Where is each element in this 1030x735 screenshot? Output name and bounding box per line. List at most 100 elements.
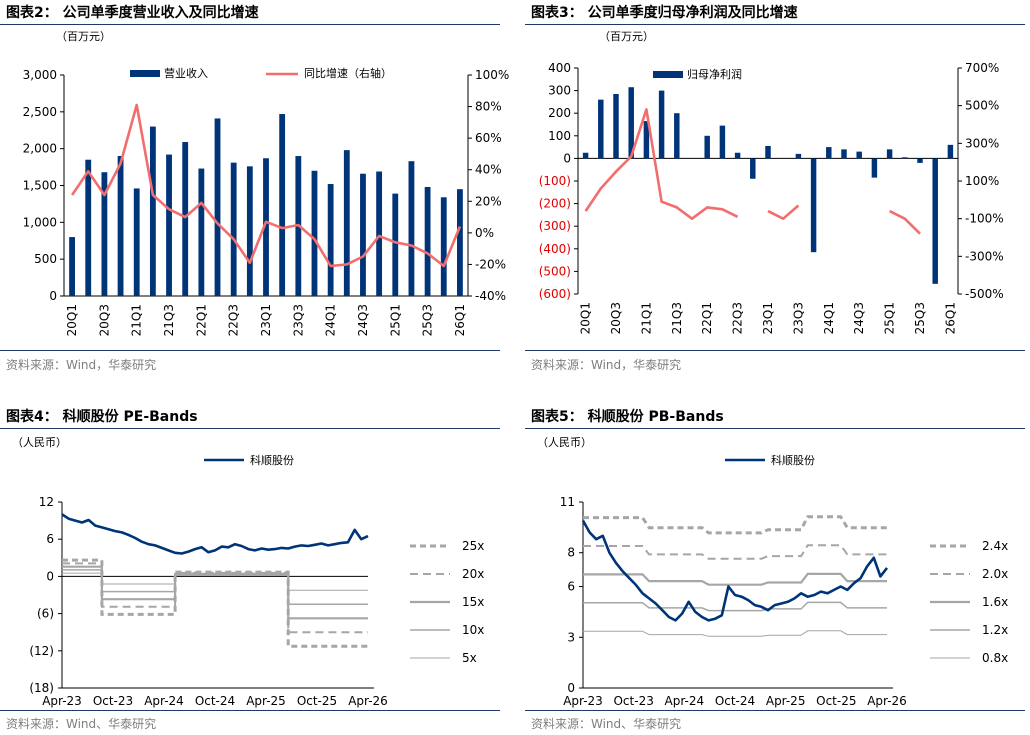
y-tick-label: 400 — [548, 61, 571, 75]
bar — [392, 193, 399, 296]
bar — [643, 121, 650, 159]
legend-label: 同比增速（右轴） — [304, 66, 392, 80]
bar — [704, 135, 710, 159]
legend-label: 科顺股份 — [771, 453, 815, 467]
bar — [582, 152, 589, 159]
panel-title: 图表5： 科顺股份 PB-Bands — [531, 409, 724, 425]
bar — [628, 87, 634, 159]
divider — [0, 24, 500, 25]
bar — [376, 171, 383, 296]
y-tick-label: (18) — [29, 681, 54, 695]
y-tick-label: (6) — [37, 607, 54, 621]
y-tick-label: 200 — [548, 106, 571, 120]
y-tick-label: (400) — [539, 242, 571, 256]
y2-tick-label: 300% — [965, 136, 999, 150]
legend-label: 5x — [462, 651, 477, 665]
bar — [246, 166, 253, 296]
bar — [149, 126, 156, 296]
x-tick-label: Apr-26 — [348, 694, 388, 708]
x-tick-label: Oct-23 — [613, 694, 653, 708]
unit-label: （百万元） — [56, 30, 111, 43]
y-tick-label: 0 — [567, 681, 575, 695]
bar — [327, 184, 334, 296]
divider — [525, 24, 1025, 25]
bar — [917, 158, 923, 163]
y-tick-label: 0 — [563, 151, 571, 165]
legend-label: 2.4x — [982, 539, 1008, 553]
divider — [0, 428, 500, 429]
bar — [360, 173, 366, 296]
divider — [525, 428, 1025, 429]
y2-tick-label: -20% — [475, 257, 506, 271]
band-line-2.0x — [583, 544, 887, 560]
x-tick-label: 20Q3 — [97, 304, 111, 336]
legend-label: 20x — [462, 567, 484, 581]
x-tick-label: 22Q1 — [194, 304, 208, 336]
y2-tick-label: 500% — [965, 99, 999, 113]
bar — [263, 158, 269, 296]
band-line-25x — [62, 558, 368, 648]
y-tick-label: 6 — [567, 580, 575, 594]
x-tick-label: Oct-24 — [715, 694, 755, 708]
x-tick-label: Apr-24 — [144, 694, 184, 708]
y2-tick-label: 100% — [475, 68, 509, 82]
x-tick-label: 20Q1 — [579, 302, 593, 334]
y-tick-label: 2,500 — [23, 105, 57, 119]
x-tick-label: 22Q3 — [731, 302, 745, 334]
legend-label: 科顺股份 — [250, 453, 294, 467]
panel-title: 图表4： 科顺股份 PE-Bands — [6, 409, 198, 425]
bar — [719, 125, 726, 159]
x-tick-label: 23Q1 — [761, 302, 775, 334]
bar — [311, 170, 318, 296]
y2-tick-label: 40% — [475, 163, 502, 177]
x-tick-label: 21Q1 — [639, 302, 653, 334]
bar — [734, 152, 741, 159]
y-tick-label: (300) — [539, 219, 571, 233]
divider — [0, 710, 500, 711]
x-tick-label: 21Q1 — [130, 304, 144, 336]
panel-pb-bands: 图表5： 科顺股份 PB-Bands （人民币） 11 8 6 3 0 Apr-23 Oct-… — [525, 404, 1025, 735]
x-tick-label: 23Q1 — [259, 304, 273, 336]
bar — [856, 151, 862, 159]
x-tick-label: Apr-24 — [665, 694, 705, 708]
y2-tick-label: 20% — [475, 194, 502, 208]
bar — [886, 149, 893, 159]
x-tick-label: Oct-24 — [195, 694, 235, 708]
y-tick-label: 0 — [49, 289, 57, 303]
x-tick-label: 24Q3 — [356, 304, 370, 336]
y-tick-label: (500) — [539, 264, 571, 278]
y-tick-label: 100 — [548, 129, 571, 143]
y2-tick-label: -500% — [965, 287, 1004, 301]
bar — [826, 147, 832, 159]
band-line-1.2x — [583, 601, 887, 612]
x-tick-label: Apr-25 — [766, 694, 806, 708]
panel-net-profit: 图表3： 公司单季度归母净利润及同比增速 （百万元） 400 300 200 100 0 (… — [525, 0, 1025, 372]
band-line-5x — [62, 572, 368, 591]
divider — [0, 350, 500, 351]
y-tick-label: 8 — [567, 546, 575, 560]
y-tick-label: 500 — [34, 252, 57, 266]
panel-pe-bands: 图表4： 科顺股份 PE-Bands （人民币） 12 6 0 (6) (12) (18) A… — [0, 404, 500, 735]
bar — [765, 145, 771, 159]
x-tick-label: 21Q3 — [670, 302, 684, 334]
growth-line — [584, 108, 739, 220]
growth-line — [71, 103, 462, 268]
x-tick-label: Apr-23 — [563, 694, 603, 708]
panel-title: 图表2： 公司单季度营业收入及同比增速 — [6, 5, 259, 21]
bar — [343, 150, 350, 296]
bar — [214, 118, 221, 296]
legend-label: 15x — [462, 595, 484, 609]
bar — [182, 142, 189, 296]
legend-label: 1.2x — [982, 623, 1008, 637]
y2-tick-label: 100% — [965, 174, 999, 188]
price-line — [581, 519, 889, 622]
y-tick-label: 3,000 — [23, 68, 57, 82]
bar — [932, 158, 938, 284]
legend-label: 10x — [462, 623, 484, 637]
y-tick-label: 0 — [46, 569, 54, 583]
bar — [613, 93, 619, 159]
x-tick-label: 26Q1 — [943, 302, 957, 334]
net-profit-chart: （百万元） 400 300 200 100 0 (100) (200) (300) (400) (5… — [539, 30, 1004, 334]
y2-tick-label: 60% — [475, 131, 502, 145]
bar — [424, 186, 431, 296]
